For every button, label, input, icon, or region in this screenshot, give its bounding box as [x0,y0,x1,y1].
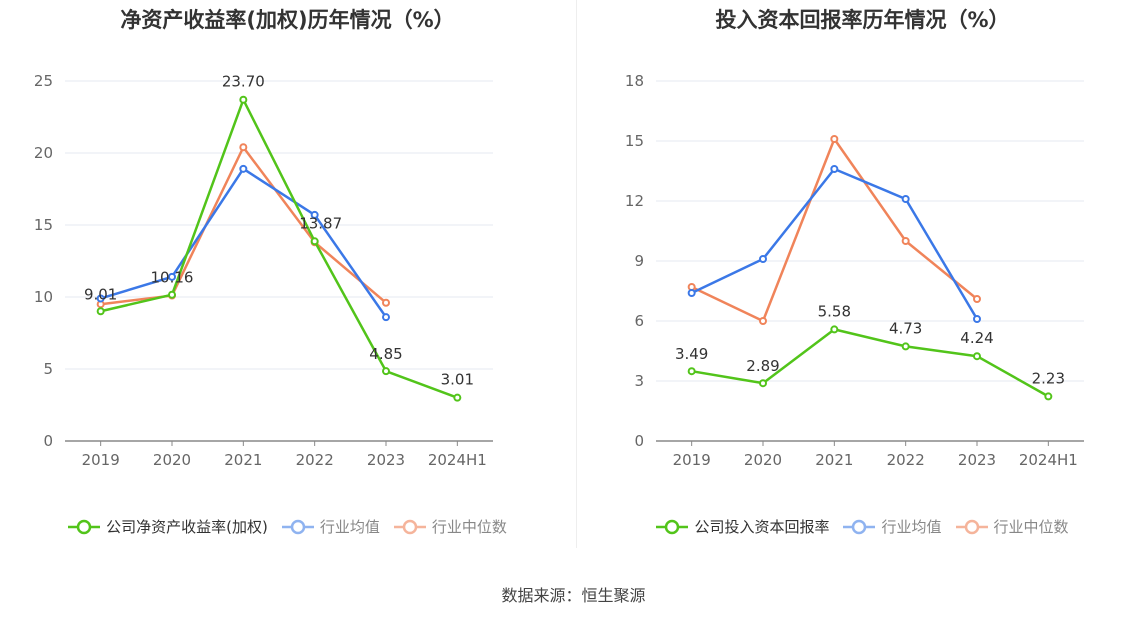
data-point [687,289,696,297]
x-tick-label: 2024H1 [428,451,487,469]
data-label: 4.73 [889,319,922,337]
legend-label: 行业均值 [881,518,942,536]
data-label: 3.49 [675,345,708,363]
y-tick-label: 5 [43,360,53,378]
y-tick-label: 3 [634,372,644,390]
x-tick-label: 2019 [82,451,120,469]
data-label: 4.85 [369,345,402,363]
legend-label: 行业中位数 [431,518,507,536]
data-point [901,342,910,351]
y-tick-label: 18 [625,72,644,90]
data-point [239,164,248,173]
data-point [973,315,981,323]
data-label: 2.23 [1032,369,1065,387]
legend-label: 行业均值 [319,518,380,536]
x-tick-label: 2023 [367,451,405,469]
data-label: 5.58 [818,302,851,320]
legend-line-circle-icon [281,519,314,534]
panel-divider [576,0,577,548]
roe-chart-legend: 公司净资产收益率(加权) 行业均值 行业中位数 [0,516,575,537]
data-point [973,352,981,361]
y-tick-label: 15 [34,216,53,234]
data-point [759,379,767,388]
data-point [453,393,462,402]
x-tick-label: 2022 [887,451,925,469]
data-point [382,298,390,307]
y-tick-label: 0 [43,432,53,450]
y-tick-label: 0 [634,432,644,450]
series-line [691,328,1049,398]
data-label: 23.70 [222,73,265,91]
roe-chart-panel: 净资产收益率(加权)历年情况（%） 0 5 10 15 20 25 2019 2020 2021… [0,0,575,560]
legend-line-circle-icon [656,519,689,534]
legend-item-industry-median[interactable]: 行业中位数 [955,516,1069,537]
data-label: 2.89 [746,357,779,375]
data-point [382,313,390,322]
data-label: 10.16 [151,269,194,287]
data-point [239,143,248,152]
data-point [901,237,910,245]
data-point [973,295,981,303]
data-point [830,135,839,143]
data-point [168,290,176,299]
data-point [830,165,839,173]
data-label: 9.01 [84,285,117,303]
legend-line-circle-icon [393,519,426,534]
data-point [239,95,248,104]
data-label: 13.87 [299,214,342,232]
legend-line-circle-icon [955,519,988,534]
roic-chart-panel: 投入资本回报率历年情况（%） 0 3 6 9 12 15 18 2019 2020 2021 202… [578,0,1147,560]
y-tick-label: 6 [634,312,644,330]
roic-chart-legend: 公司投入资本回报率 行业均值 行业中位数 [578,516,1147,537]
x-tick-label: 2021 [224,451,262,469]
roic-chart-svg: 0 3 6 9 12 15 18 2019 2020 2021 2022 2023 2024H1 3.49… [625,72,1084,469]
data-point [901,195,910,203]
data-point [310,210,319,219]
data-label: 3.01 [441,371,474,389]
y-tick-label: 9 [634,252,644,270]
roe-chart-title: 净资产收益率(加权)历年情况（%） [120,8,455,32]
x-tick-label: 2023 [958,451,996,469]
data-point [382,367,390,376]
data-point [96,294,105,303]
legend-item-industry-avg[interactable]: 行业均值 [281,516,380,537]
data-source-note: 数据来源：恒生聚源 [501,586,646,605]
legend-label: 公司净资产收益率(加权) [106,518,268,536]
legend-label: 公司投入资本回报率 [694,518,830,536]
x-tick-label: 2022 [296,451,334,469]
series-line [691,167,979,320]
legend-item-industry-median[interactable]: 行业中位数 [393,516,507,537]
y-tick-label: 12 [625,192,644,210]
y-tick-label: 15 [625,132,644,150]
x-tick-label: 2019 [673,451,711,469]
series-line [100,98,458,399]
x-tick-label: 2020 [744,451,782,469]
roe-chart-svg: 0 5 10 15 20 25 2019 2020 2021 2022 2023 2024H1 9.01… [34,72,493,469]
roic-chart-title: 投入资本回报率历年情况（%） [715,8,1010,32]
data-label: 4.24 [960,329,993,347]
y-tick-label: 10 [34,288,53,306]
legend-item-industry-avg[interactable]: 行业均值 [843,516,942,537]
data-point [310,237,319,246]
legend-label: 行业中位数 [993,518,1069,536]
x-tick-label: 2024H1 [1019,451,1078,469]
data-point [96,307,105,316]
y-tick-label: 25 [34,72,53,90]
data-point [1044,392,1053,401]
x-tick-label: 2021 [815,451,853,469]
legend-line-circle-icon [843,519,876,534]
legend-item-company-roic[interactable]: 公司投入资本回报率 [656,516,829,537]
y-tick-label: 20 [34,144,53,162]
x-tick-label: 2020 [153,451,191,469]
data-point [168,272,176,281]
data-point [759,255,767,263]
legend-item-company-roe[interactable]: 公司净资产收益率(加权) [68,516,268,537]
data-point [830,325,839,334]
legend-line-circle-icon [68,519,101,534]
data-point [759,317,767,325]
data-point [687,367,696,376]
